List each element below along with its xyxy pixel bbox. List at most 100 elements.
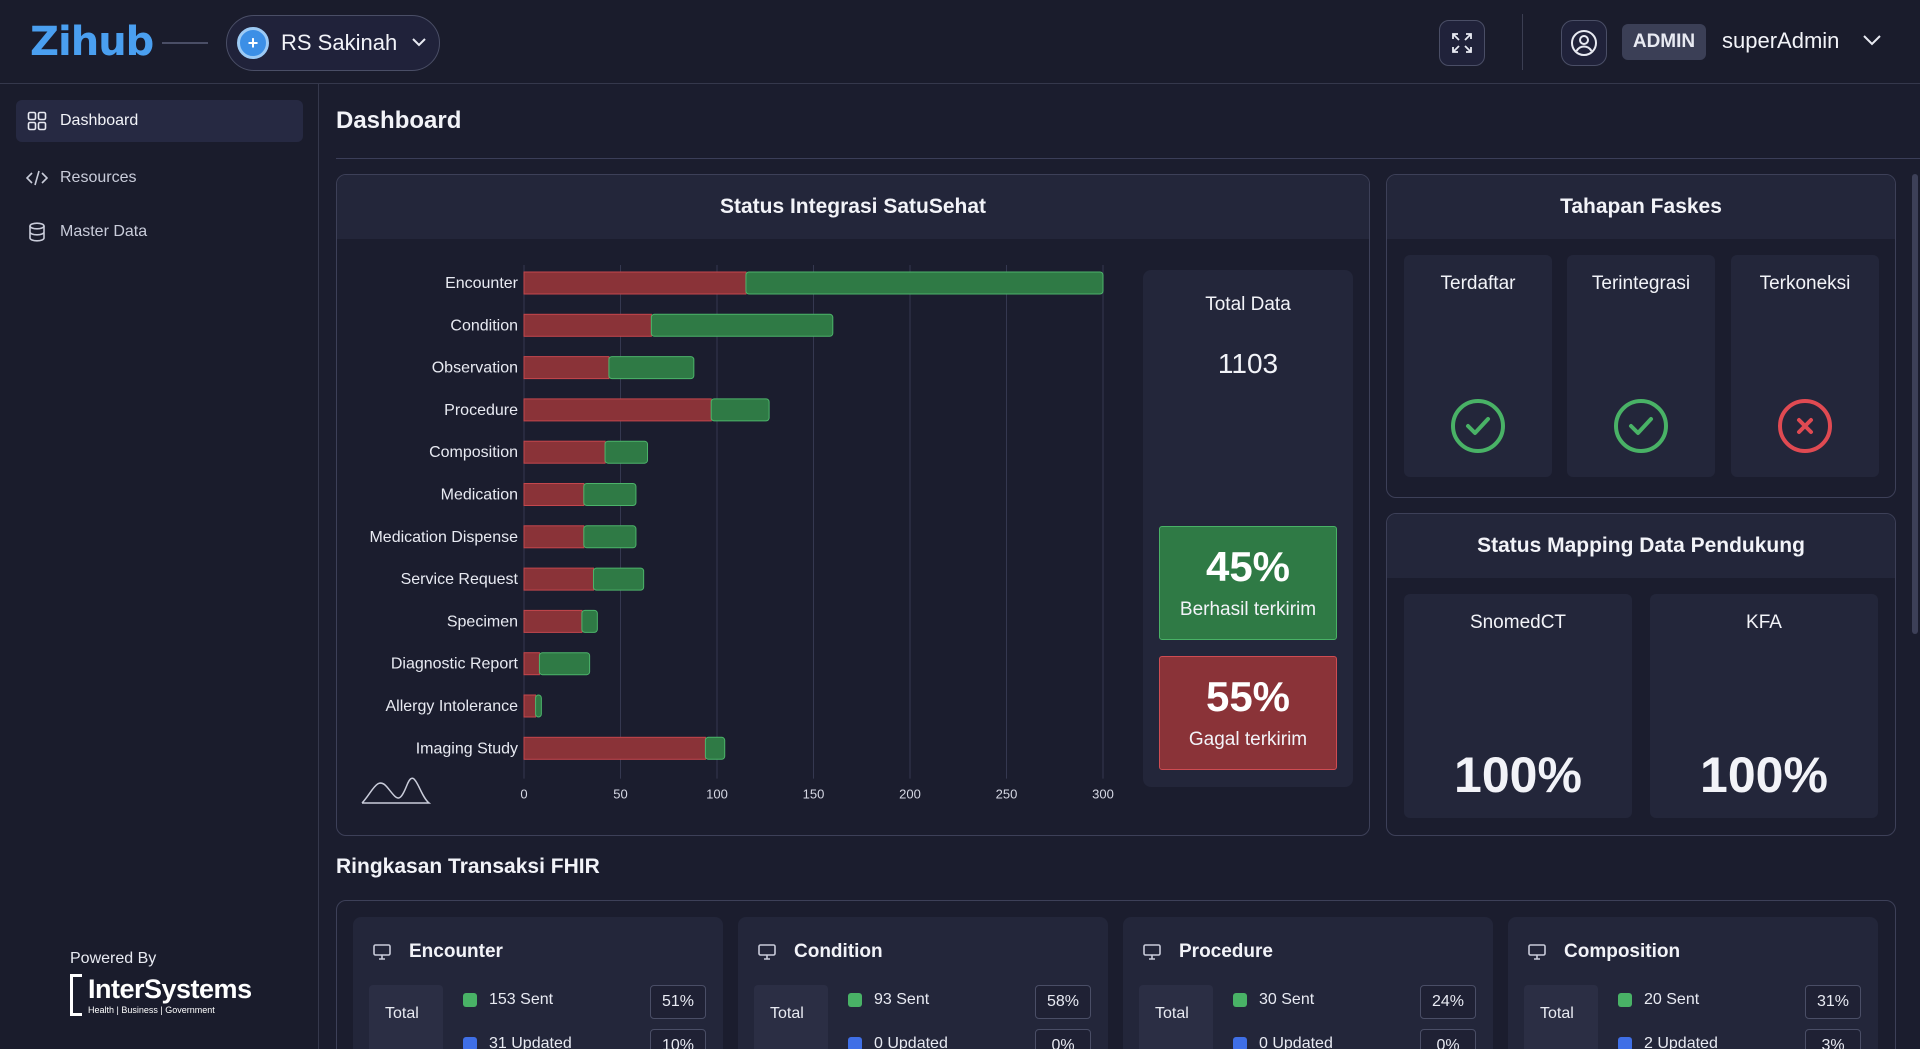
fhir-updated-text: 0 Updated bbox=[1259, 1035, 1333, 1049]
fhir-sent-row: 153 Sent bbox=[463, 991, 553, 1009]
sidebar-item-label: Dashboard bbox=[60, 112, 139, 129]
wave-icon bbox=[361, 777, 432, 804]
bar-segment-success bbox=[538, 652, 591, 676]
bar-segment-failed bbox=[523, 652, 540, 676]
monitor-icon bbox=[1143, 943, 1163, 961]
x-tick-label: 0 bbox=[520, 787, 527, 802]
integration-bar-chart: 0 50 100 150 200 250 300 Encounter Condition Obse… bbox=[361, 265, 1114, 804]
fhir-total-label: Total bbox=[1155, 1005, 1189, 1022]
bar-segment-success bbox=[604, 440, 649, 464]
intersystems-mark bbox=[70, 974, 82, 1016]
fhir-sent-pct: 51% bbox=[650, 985, 706, 1019]
fhir-updated-text: 2 Updated bbox=[1644, 1035, 1718, 1049]
zihub-logo[interactable]: Zihub bbox=[30, 19, 154, 65]
bar-segment-success bbox=[710, 398, 770, 422]
fhir-updated-pct: 0% bbox=[1420, 1029, 1476, 1049]
grid-icon bbox=[26, 110, 48, 132]
fhir-sent-pct: 24% bbox=[1420, 985, 1476, 1019]
fhir-updated-text: 31 Updated bbox=[489, 1035, 572, 1049]
user-avatar-button[interactable] bbox=[1561, 20, 1607, 66]
fhir-card-encounter: Encounter Total 153 Sent 51% 31 Updated … bbox=[353, 917, 723, 1049]
bar-segment-failed bbox=[523, 567, 594, 591]
y-category-label: Procedure bbox=[444, 402, 518, 419]
mapping-value: 100% bbox=[1700, 747, 1828, 803]
stage-label: Terintegrasi bbox=[1591, 273, 1691, 294]
bar-segment-failed bbox=[523, 356, 610, 380]
database-icon bbox=[26, 221, 48, 243]
fhir-summary-panel: Encounter Total 153 Sent 51% 31 Updated … bbox=[336, 900, 1896, 1049]
mapping-label: KFA bbox=[1746, 612, 1782, 633]
bar-segment-failed bbox=[523, 525, 585, 549]
y-category-label: Observation bbox=[432, 360, 518, 377]
success-label: Berhasil terkirim bbox=[1179, 599, 1317, 620]
fhir-sent-row: 93 Sent bbox=[848, 991, 929, 1009]
user-menu-chevron-icon[interactable] bbox=[1862, 30, 1882, 51]
page-title: Dashboard bbox=[336, 107, 462, 134]
fhir-total-label: Total bbox=[770, 1005, 804, 1022]
mapping-kfa-card: KFA 100% bbox=[1650, 594, 1878, 818]
fhir-total-box: Total bbox=[1139, 985, 1213, 1049]
y-category-label: Condition bbox=[450, 317, 518, 334]
fhir-updated-pct: 3% bbox=[1805, 1029, 1861, 1049]
fhir-updated-text: 0 Updated bbox=[874, 1035, 948, 1049]
fhir-updated-row: 0 Updated bbox=[848, 1035, 948, 1049]
sidebar-item-master-data[interactable]: Master Data bbox=[16, 211, 303, 253]
stage-terkoneksi: Terkoneksi bbox=[1731, 255, 1879, 477]
stage-terdaftar: Terdaftar bbox=[1404, 255, 1552, 477]
expand-icon bbox=[1452, 33, 1472, 53]
header-divider bbox=[1522, 14, 1523, 70]
stage-label: Terdaftar bbox=[1440, 273, 1516, 294]
stage-terintegrasi: Terintegrasi bbox=[1567, 255, 1715, 477]
fhir-card-composition: Composition Total 20 Sent 31% 2 Updated … bbox=[1508, 917, 1878, 1049]
monitor-icon bbox=[758, 943, 778, 961]
bar-segment-success bbox=[650, 313, 834, 337]
title-divider bbox=[336, 158, 1920, 159]
user-circle-icon bbox=[1571, 30, 1597, 56]
fhir-sent-pct: 31% bbox=[1805, 985, 1861, 1019]
page-scrollbar[interactable] bbox=[1912, 174, 1918, 634]
fhir-updated-row: 0 Updated bbox=[1233, 1035, 1333, 1049]
hospital-selector[interactable]: + RS Sakinah bbox=[226, 15, 440, 71]
chevron-down-icon bbox=[411, 34, 427, 52]
bar-segment-failed bbox=[523, 398, 712, 422]
x-circle-icon bbox=[1778, 399, 1832, 453]
sidebar-item-resources[interactable]: Resources bbox=[16, 157, 303, 199]
total-data-box: Total Data 1103 45% Berhasil terkirim 55… bbox=[1143, 270, 1353, 787]
fail-percentage-box: 55% Gagal terkirim bbox=[1159, 656, 1337, 770]
fhir-sent-row: 20 Sent bbox=[1618, 991, 1699, 1009]
fhir-sent-text: 30 Sent bbox=[1259, 991, 1315, 1008]
tahapan-faskes-panel: Tahapan Faskes Terdaftar Terintegrasi Te… bbox=[1386, 174, 1896, 498]
hospital-name: RS Sakinah bbox=[281, 30, 398, 55]
success-percentage-box: 45% Berhasil terkirim bbox=[1159, 526, 1337, 640]
powered-by-label: Powered By bbox=[70, 950, 157, 967]
y-category-label: Medication bbox=[441, 487, 518, 504]
fhir-card-title: Encounter bbox=[409, 941, 503, 962]
status-mapping-panel: Status Mapping Data Pendukung SnomedCT 1… bbox=[1386, 513, 1896, 836]
total-data-value: 1103 bbox=[1217, 348, 1279, 379]
fhir-total-box: Total bbox=[754, 985, 828, 1049]
check-circle-icon bbox=[1614, 399, 1668, 453]
sent-legend-dot bbox=[848, 993, 862, 1007]
mapping-snomedct-card: SnomedCT 100% bbox=[1404, 594, 1632, 818]
sidebar-item-dashboard[interactable]: Dashboard bbox=[16, 100, 303, 142]
x-tick-label: 250 bbox=[996, 787, 1018, 802]
fail-percentage: 55% bbox=[1205, 673, 1291, 720]
fhir-sent-text: 93 Sent bbox=[874, 991, 930, 1008]
fhir-updated-row: 2 Updated bbox=[1618, 1035, 1718, 1049]
monitor-icon bbox=[1528, 943, 1548, 961]
x-tick-label: 150 bbox=[803, 787, 825, 802]
logo-text: Zihub bbox=[30, 19, 154, 65]
fullscreen-button[interactable] bbox=[1439, 20, 1485, 66]
y-category-label: Composition bbox=[429, 444, 518, 461]
fhir-total-box: Total bbox=[369, 985, 443, 1049]
bar-segment-failed bbox=[523, 440, 606, 464]
x-tick-label: 200 bbox=[899, 787, 921, 802]
status-integrasi-panel: Status Integrasi SatuSehat 0 50 100 150 200 2… bbox=[336, 174, 1370, 836]
user-name[interactable]: superAdmin bbox=[1722, 28, 1840, 53]
ringkasan-title: Ringkasan Transaksi FHIR bbox=[336, 855, 600, 878]
sent-legend-dot bbox=[463, 993, 477, 1007]
stage-label: Terkoneksi bbox=[1759, 273, 1851, 294]
total-data-label: Total Data bbox=[1205, 294, 1291, 315]
top-header: Zihub + RS Sakinah ADMIN superAdmin bbox=[0, 0, 1920, 84]
fhir-total-box: Total bbox=[1524, 985, 1598, 1049]
